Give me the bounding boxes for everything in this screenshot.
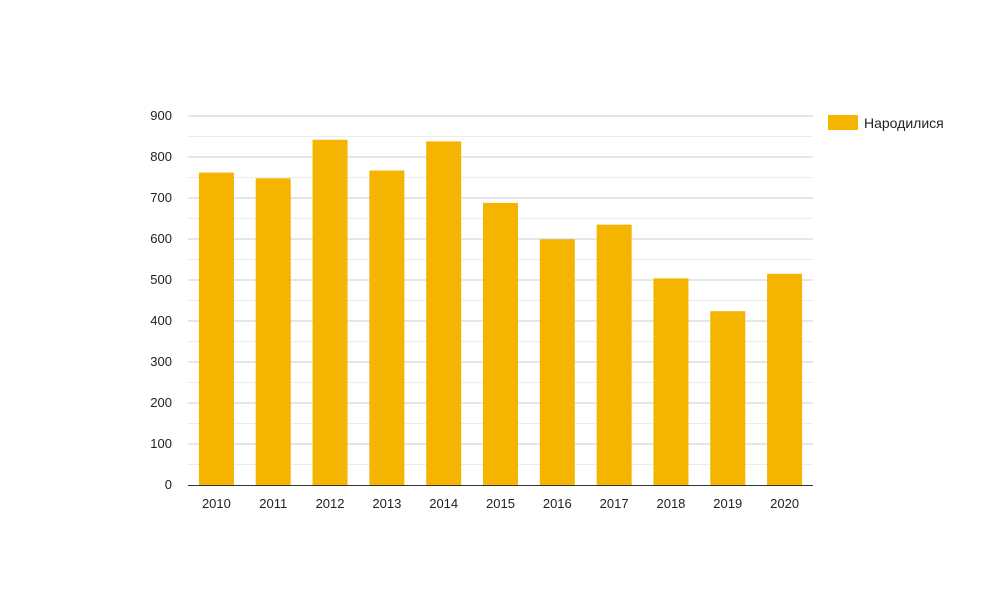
x-tick-label: 2016 xyxy=(543,496,572,511)
x-axis-tick-labels: 2010 2011 2012 2013 2014 2015 2016 2017 2018 2019… xyxy=(202,496,799,511)
bar xyxy=(369,170,405,485)
bar xyxy=(710,311,746,485)
bar xyxy=(483,202,518,486)
bar xyxy=(312,139,348,485)
x-tick-label: 2019 xyxy=(713,496,742,511)
bar xyxy=(426,141,462,486)
y-tick-label: 700 xyxy=(150,190,172,205)
legend-swatch-icon xyxy=(828,115,858,130)
x-tick-label: 2014 xyxy=(429,496,458,511)
y-tick-label: 900 xyxy=(150,108,172,123)
x-tick-label: 2020 xyxy=(770,496,799,511)
y-tick-label: 300 xyxy=(150,354,172,369)
legend: Народилися xyxy=(828,115,944,131)
bar xyxy=(539,239,575,485)
x-tick-label: 2010 xyxy=(202,496,231,511)
y-tick-label: 0 xyxy=(165,477,172,492)
y-tick-label: 500 xyxy=(150,272,172,287)
bar xyxy=(255,178,291,485)
y-tick-label: 600 xyxy=(150,231,172,246)
y-tick-label: 200 xyxy=(150,395,172,410)
legend-label: Народилися xyxy=(864,115,944,131)
bar xyxy=(198,172,234,485)
y-tick-label: 800 xyxy=(150,149,172,164)
bar xyxy=(767,273,803,485)
x-tick-label: 2013 xyxy=(372,496,401,511)
y-tick-label: 400 xyxy=(150,313,172,328)
x-tick-label: 2012 xyxy=(316,496,345,511)
x-tick-label: 2018 xyxy=(656,496,685,511)
bar xyxy=(596,224,632,485)
y-tick-label: 100 xyxy=(150,436,172,451)
x-tick-label: 2017 xyxy=(600,496,629,511)
bar xyxy=(653,278,689,485)
x-tick-label: 2011 xyxy=(259,496,287,511)
x-tick-label: 2015 xyxy=(486,496,515,511)
bars xyxy=(198,139,803,486)
y-axis-tick-labels: 0 100 200 300 400 500 600 700 800 900 xyxy=(150,108,172,492)
